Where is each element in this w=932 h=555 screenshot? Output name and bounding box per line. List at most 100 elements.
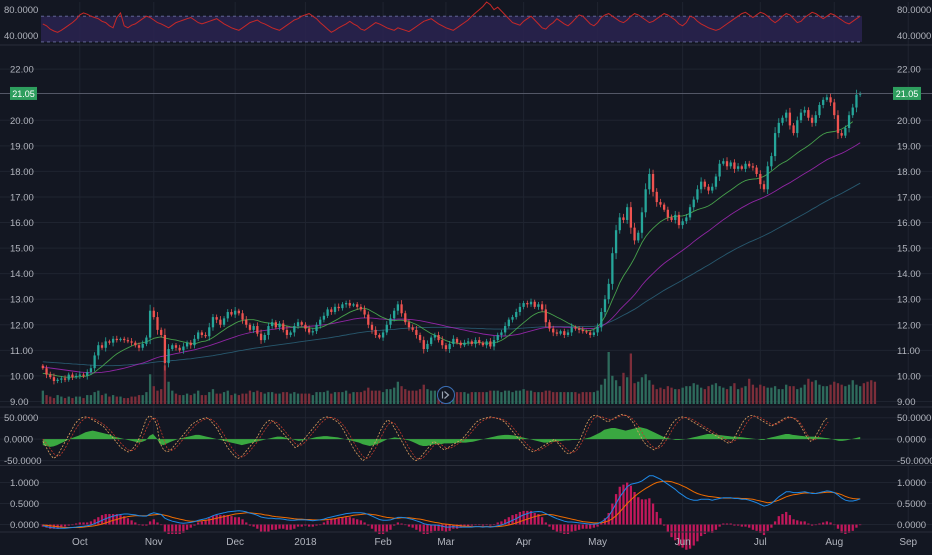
volume-bar bbox=[171, 390, 174, 404]
volume-bar bbox=[677, 389, 681, 404]
candle-body bbox=[792, 125, 795, 134]
candle bbox=[193, 335, 196, 349]
candle-body bbox=[818, 104, 821, 116]
sma-mid-line bbox=[42, 142, 861, 374]
volume-bar bbox=[574, 392, 577, 404]
price-tick-label-left: 11.00 bbox=[10, 346, 33, 357]
macd-hist-bar bbox=[215, 515, 218, 525]
macd-line bbox=[42, 475, 861, 529]
volume-bar bbox=[389, 389, 392, 404]
candle-body bbox=[522, 303, 525, 307]
candle bbox=[640, 207, 644, 239]
price-tick-label-right: 12.00 bbox=[897, 320, 921, 331]
oscillator-panel[interactable] bbox=[42, 413, 861, 462]
candle bbox=[252, 323, 255, 333]
candle-body bbox=[311, 331, 314, 333]
candle bbox=[160, 327, 163, 338]
macd-hist-bar bbox=[311, 524, 314, 527]
volume-bar bbox=[185, 393, 189, 404]
candle-body bbox=[859, 93, 862, 95]
candle bbox=[463, 339, 466, 348]
volume-bar bbox=[744, 386, 747, 404]
candle bbox=[829, 93, 832, 106]
volume-bar bbox=[722, 387, 725, 404]
macd-hist-bar bbox=[89, 521, 93, 525]
candle-body bbox=[167, 349, 170, 364]
macd-hist-bar bbox=[49, 524, 52, 529]
candle bbox=[385, 321, 388, 336]
macd-hist-bar bbox=[93, 519, 96, 525]
candle-body bbox=[677, 214, 681, 226]
candle bbox=[319, 316, 322, 329]
macd-hist-bar bbox=[552, 524, 555, 530]
volume-bar bbox=[459, 392, 462, 404]
candle bbox=[178, 344, 181, 353]
replay-button[interactable] bbox=[437, 386, 455, 404]
macd-hist-bar bbox=[596, 524, 599, 527]
macd-hist-bar bbox=[651, 503, 655, 525]
candle bbox=[437, 331, 440, 343]
candle bbox=[200, 330, 204, 338]
volume-bar bbox=[622, 372, 625, 404]
candle-body bbox=[293, 326, 296, 333]
volume-bar bbox=[230, 395, 233, 404]
candle-body bbox=[119, 338, 122, 341]
volume-bar bbox=[729, 386, 732, 404]
volume-bar bbox=[219, 393, 222, 404]
volume-bar bbox=[311, 395, 314, 404]
candle-body bbox=[807, 110, 810, 118]
candle bbox=[370, 321, 374, 334]
price-tick-label-right: 16.00 bbox=[897, 218, 921, 229]
volume-bar bbox=[714, 383, 718, 404]
macd-hist-bar bbox=[111, 514, 115, 525]
macd-hist-bar bbox=[341, 517, 344, 525]
volume-bar bbox=[130, 396, 133, 404]
panel-dividers[interactable] bbox=[0, 44, 932, 533]
macd-hist-bar bbox=[518, 511, 522, 525]
volume-bar bbox=[589, 392, 592, 404]
volume-bar bbox=[707, 386, 710, 404]
volume-bar bbox=[596, 390, 599, 404]
candle-body bbox=[389, 318, 392, 325]
candle-body bbox=[607, 283, 610, 300]
candle-body bbox=[296, 322, 300, 327]
price-panel[interactable]: 21.05 21.05 bbox=[0, 86, 932, 385]
macd-hist-bar bbox=[577, 524, 581, 530]
candle bbox=[270, 318, 274, 329]
candle bbox=[123, 336, 126, 343]
volume-bar bbox=[426, 389, 429, 404]
price-tick-label-left: 16.00 bbox=[10, 218, 34, 229]
macd-hist-bar bbox=[356, 519, 359, 525]
candle bbox=[629, 201, 633, 234]
volume-bar bbox=[263, 393, 266, 404]
macd-hist-bar bbox=[792, 519, 795, 525]
candle bbox=[785, 109, 788, 122]
macd-hist-bar bbox=[648, 498, 651, 525]
macd-hist-bar bbox=[836, 524, 840, 529]
macd-hist-bar bbox=[466, 524, 470, 527]
candle bbox=[71, 372, 74, 381]
candle bbox=[396, 301, 400, 315]
candle bbox=[293, 322, 296, 337]
candle bbox=[674, 210, 677, 224]
candle-body bbox=[503, 326, 507, 333]
macd-hist-bar bbox=[185, 524, 189, 530]
macd-panel[interactable] bbox=[41, 475, 862, 550]
volume-bar bbox=[685, 386, 688, 404]
rsi-panel[interactable] bbox=[41, 1, 862, 43]
macd-hist-bar bbox=[574, 524, 577, 531]
candle bbox=[507, 317, 510, 329]
macd-hist-bar bbox=[833, 524, 836, 526]
volume-bar bbox=[725, 389, 729, 404]
sma-fast-line bbox=[42, 121, 854, 378]
candle-body bbox=[352, 304, 355, 306]
volume-bar bbox=[270, 392, 274, 404]
candle-body bbox=[415, 329, 418, 335]
candle bbox=[736, 163, 740, 172]
candle-body bbox=[703, 181, 706, 187]
candle bbox=[78, 371, 81, 379]
volume-bar bbox=[455, 392, 459, 404]
candle-body bbox=[552, 328, 555, 333]
volume-bar bbox=[751, 384, 755, 404]
